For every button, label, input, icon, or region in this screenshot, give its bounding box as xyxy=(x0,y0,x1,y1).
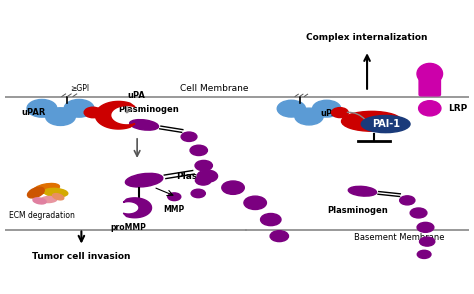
Ellipse shape xyxy=(261,213,281,226)
Ellipse shape xyxy=(64,99,94,117)
Ellipse shape xyxy=(84,107,102,118)
Ellipse shape xyxy=(417,222,434,232)
Text: PAI-1: PAI-1 xyxy=(372,119,400,129)
Ellipse shape xyxy=(34,183,59,193)
Text: Cell Membrane: Cell Membrane xyxy=(180,84,248,93)
Text: uPAR: uPAR xyxy=(320,109,345,118)
Text: LRP: LRP xyxy=(448,104,468,113)
Text: uPA: uPA xyxy=(128,91,146,100)
Ellipse shape xyxy=(400,196,415,205)
Ellipse shape xyxy=(33,198,46,204)
Ellipse shape xyxy=(27,187,44,198)
Text: proMMP: proMMP xyxy=(110,223,146,232)
Ellipse shape xyxy=(46,108,75,126)
Ellipse shape xyxy=(191,189,205,198)
Ellipse shape xyxy=(195,176,211,185)
Text: Plasminogen: Plasminogen xyxy=(328,206,388,216)
Ellipse shape xyxy=(410,208,427,218)
Ellipse shape xyxy=(341,111,402,131)
Text: ECM degradation: ECM degradation xyxy=(9,211,75,220)
Ellipse shape xyxy=(195,161,212,171)
Ellipse shape xyxy=(44,188,68,197)
Ellipse shape xyxy=(270,231,289,242)
Polygon shape xyxy=(95,101,135,129)
Ellipse shape xyxy=(417,64,443,84)
Ellipse shape xyxy=(295,108,323,125)
Text: Plasmin: Plasmin xyxy=(177,171,217,181)
Ellipse shape xyxy=(419,237,435,246)
Text: uPAR: uPAR xyxy=(21,108,46,117)
Ellipse shape xyxy=(53,194,64,200)
Ellipse shape xyxy=(348,186,376,196)
Text: Basement Membrane: Basement Membrane xyxy=(355,233,445,242)
Ellipse shape xyxy=(190,145,208,156)
Ellipse shape xyxy=(181,132,197,141)
Ellipse shape xyxy=(277,100,305,117)
Text: Plasminogen: Plasminogen xyxy=(118,105,179,114)
Polygon shape xyxy=(123,198,152,218)
Ellipse shape xyxy=(126,173,163,187)
Ellipse shape xyxy=(168,193,181,201)
Ellipse shape xyxy=(129,120,159,130)
Text: Complex internalization: Complex internalization xyxy=(306,33,428,42)
Ellipse shape xyxy=(419,101,441,116)
FancyBboxPatch shape xyxy=(419,76,440,96)
Ellipse shape xyxy=(244,196,266,210)
Ellipse shape xyxy=(27,99,57,117)
Ellipse shape xyxy=(197,170,218,182)
Ellipse shape xyxy=(331,108,348,118)
Ellipse shape xyxy=(417,250,431,258)
Ellipse shape xyxy=(361,116,410,133)
Text: ≥GPI: ≥GPI xyxy=(70,84,89,93)
Ellipse shape xyxy=(41,196,57,203)
Ellipse shape xyxy=(222,181,244,194)
Ellipse shape xyxy=(312,100,341,117)
Text: Tumor cell invasion: Tumor cell invasion xyxy=(32,252,131,261)
Text: MMP: MMP xyxy=(164,205,185,214)
